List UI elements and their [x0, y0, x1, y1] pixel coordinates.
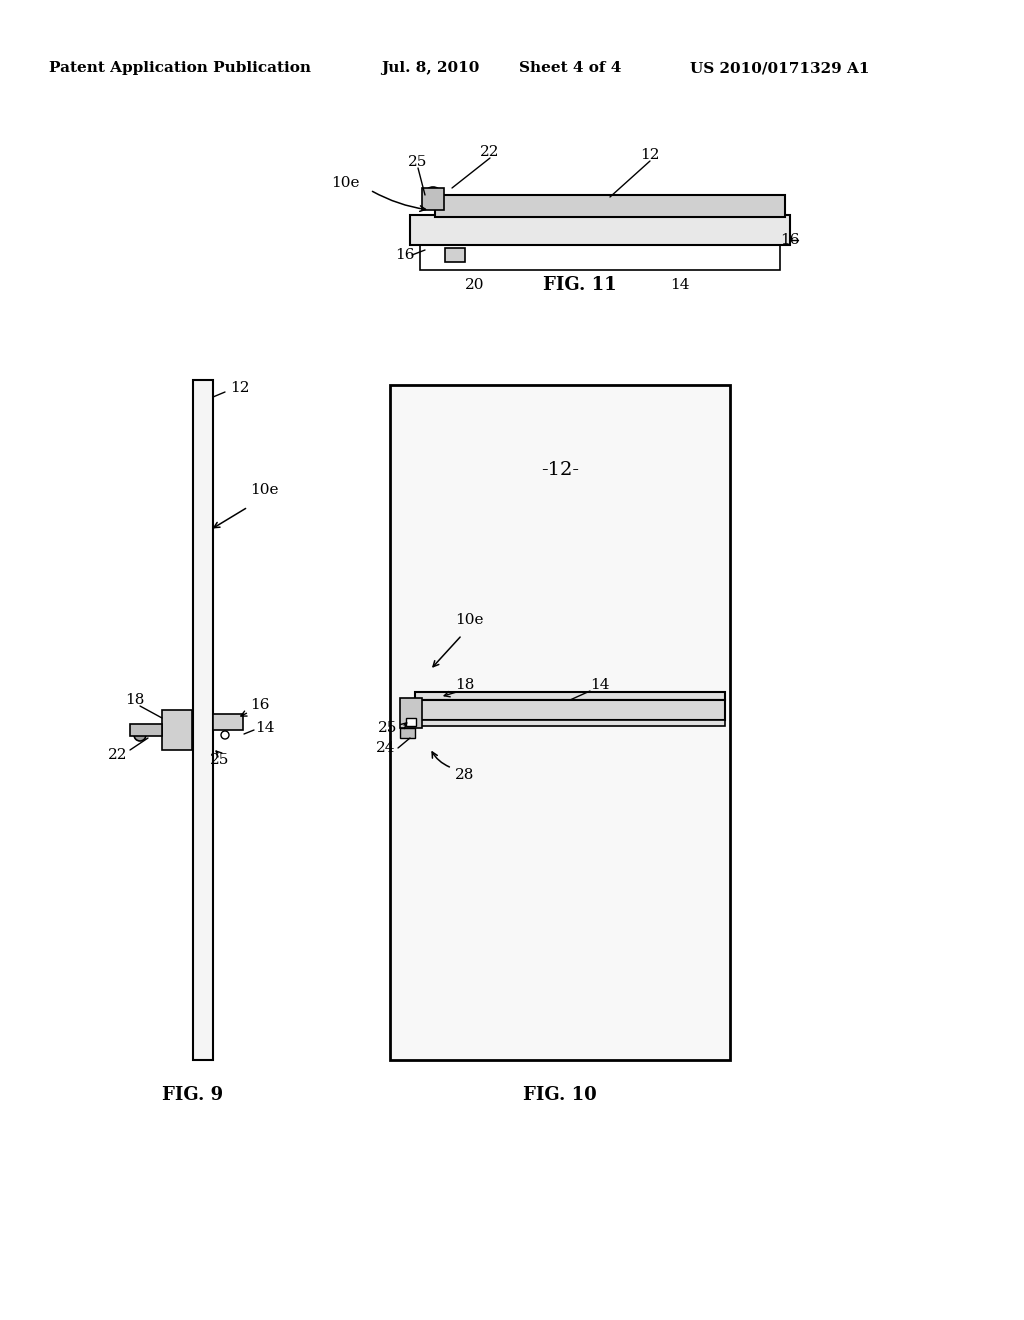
Bar: [390, 385, 730, 1060]
Bar: [213, 714, 243, 730]
Text: 18: 18: [125, 693, 144, 708]
Text: FIG. 9: FIG. 9: [163, 1086, 223, 1104]
Text: 25: 25: [210, 752, 229, 767]
Bar: [400, 698, 422, 729]
Text: 25: 25: [409, 154, 428, 169]
Text: 22: 22: [109, 748, 128, 762]
Bar: [422, 187, 444, 210]
Text: 16: 16: [250, 698, 269, 711]
Text: 22: 22: [480, 145, 500, 158]
Bar: [410, 215, 790, 246]
Bar: [435, 195, 785, 216]
Bar: [415, 700, 725, 719]
Text: 14: 14: [671, 279, 690, 292]
Bar: [400, 729, 415, 738]
Bar: [406, 718, 416, 726]
Bar: [130, 723, 162, 737]
Text: 10e: 10e: [455, 612, 483, 627]
Text: 10e: 10e: [250, 483, 279, 498]
Ellipse shape: [221, 731, 229, 739]
Text: 16: 16: [395, 248, 415, 261]
Text: 28: 28: [455, 768, 474, 781]
Text: 12: 12: [640, 148, 659, 162]
Bar: [193, 380, 213, 1060]
Text: 24: 24: [376, 741, 395, 755]
Text: -12-: -12-: [541, 461, 579, 479]
Ellipse shape: [426, 187, 440, 197]
Text: 25: 25: [378, 721, 397, 735]
Bar: [445, 248, 465, 261]
Text: 14: 14: [590, 678, 609, 692]
Text: 20: 20: [465, 279, 484, 292]
Text: Patent Application Publication: Patent Application Publication: [49, 61, 311, 75]
Bar: [415, 719, 725, 726]
Bar: [415, 692, 725, 700]
Text: 16: 16: [780, 234, 800, 247]
Text: 12: 12: [230, 381, 250, 395]
Bar: [420, 246, 780, 271]
Ellipse shape: [134, 729, 146, 741]
Text: 14: 14: [255, 721, 274, 735]
Text: Jul. 8, 2010: Jul. 8, 2010: [381, 61, 479, 75]
Text: FIG. 11: FIG. 11: [543, 276, 616, 294]
Bar: [162, 710, 193, 750]
Text: FIG. 10: FIG. 10: [523, 1086, 597, 1104]
Text: 10e: 10e: [331, 176, 359, 190]
Text: 18: 18: [455, 678, 474, 692]
Text: US 2010/0171329 A1: US 2010/0171329 A1: [690, 61, 869, 75]
Text: Sheet 4 of 4: Sheet 4 of 4: [519, 61, 622, 75]
